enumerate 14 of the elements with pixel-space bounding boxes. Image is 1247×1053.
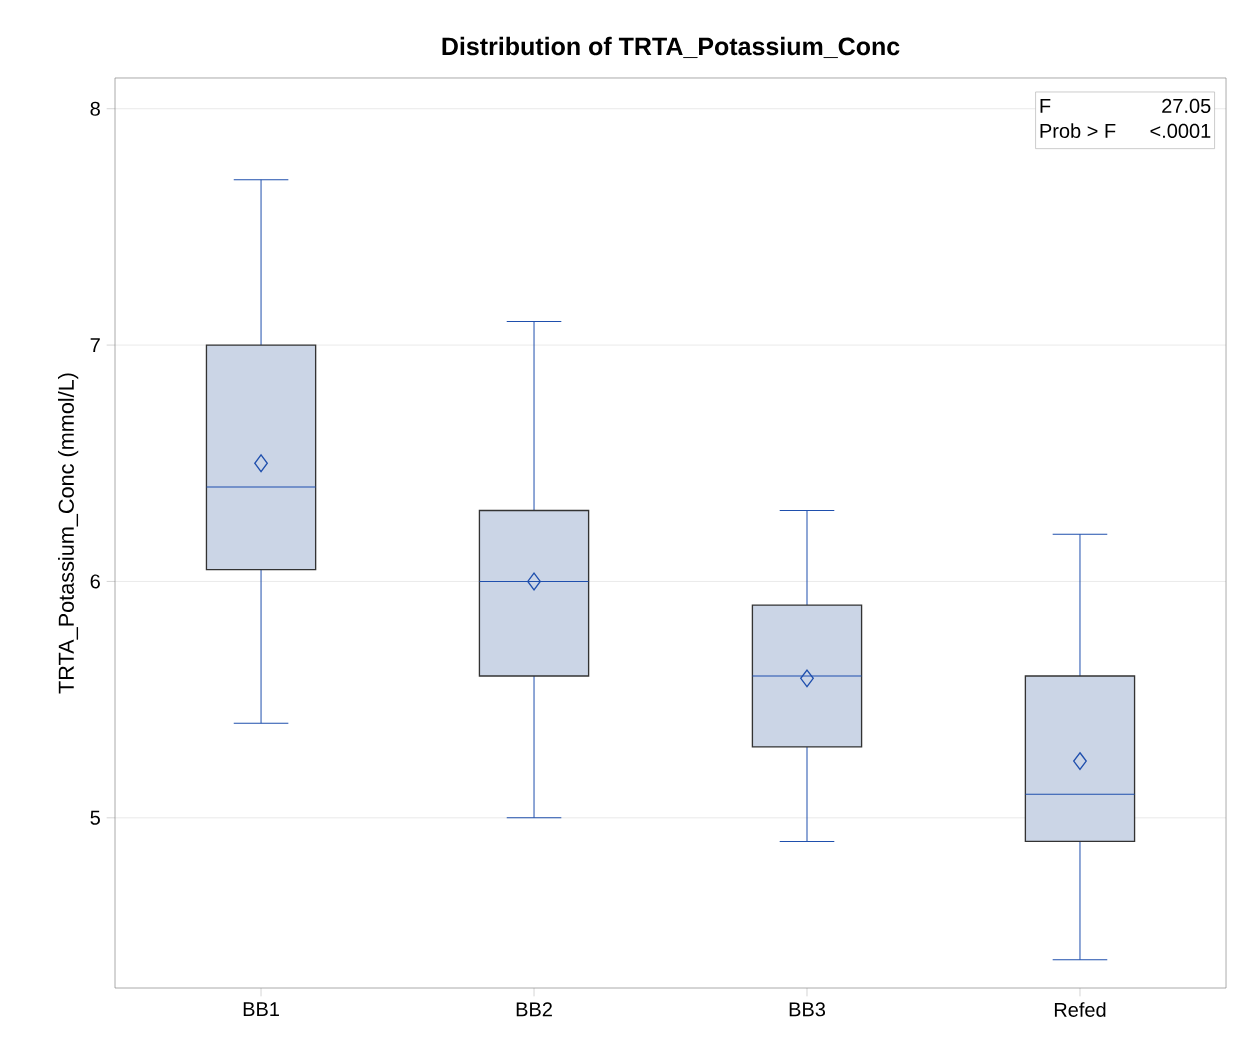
y-tick-label: 8 [90, 101, 100, 116]
annotation: <.0001 [1150, 123, 1211, 138]
y-axis-title: TRTA_Potassium_Conc (mmol/L) [58, 373, 79, 694]
annotation: F [1040, 99, 1051, 113]
x-tick-label: BB1 [243, 1002, 279, 1016]
annotation: Prob > F [1040, 123, 1116, 138]
x-tick-label: BB2 [516, 1002, 552, 1017]
x-tick-label: Refed [1054, 1002, 1106, 1017]
x-tick-label: BB3 [789, 1002, 826, 1017]
y-tick-label: 5 [90, 810, 100, 825]
y-tick-label: 6 [90, 574, 100, 589]
y-tick-label: 7 [90, 338, 100, 352]
annotation: 27.05 [1162, 98, 1211, 113]
chart-title: Distribution of TRTA_Potassium_Conc [442, 36, 900, 59]
